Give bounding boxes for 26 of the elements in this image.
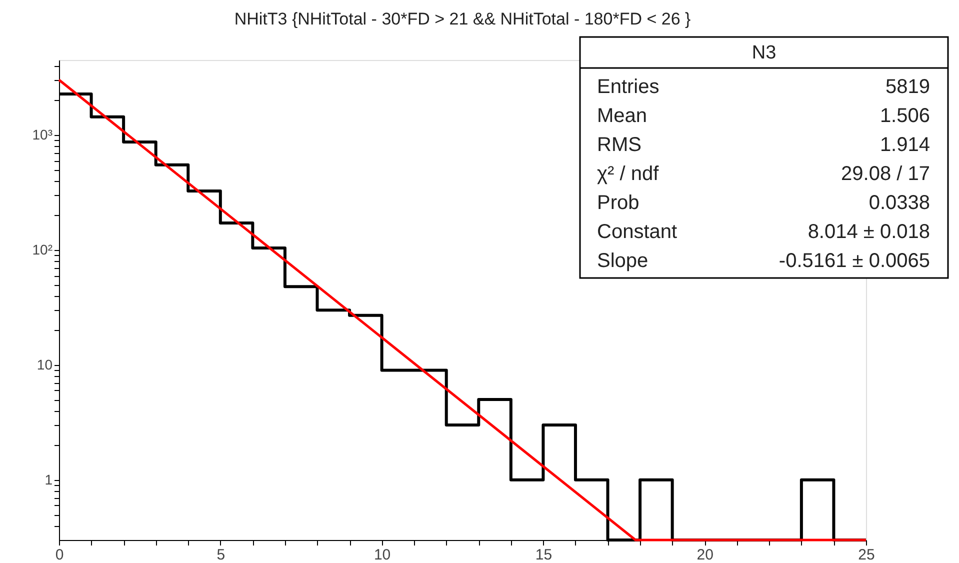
annotation: Entries — [597, 76, 660, 98]
text: 1.506 — [880, 105, 930, 127]
x-tick-label: 10 — [374, 546, 391, 563]
y-tick-label: 10 — [36, 356, 53, 372]
annotation: χ² / ndf — [597, 163, 660, 185]
annotation: Mean — [597, 105, 648, 127]
text: 0.0338 — [868, 192, 930, 214]
annotation: 8.014 ± 0.018 — [808, 221, 930, 243]
y-tick-label: 10³ — [32, 126, 53, 143]
x-tick-label: 25 — [858, 546, 875, 563]
chart-title: NHitT3 {NHitTotal - 30*FD > 21 && NHitTotal - 180*FD < 26 } — [234, 9, 691, 28]
x-tick-label: 5 — [216, 546, 226, 563]
x-tick-label: 0 — [55, 546, 64, 563]
text: 1.914 — [880, 134, 930, 156]
annotation: N3 — [752, 42, 776, 64]
annotation: -0.5161 ± 0.0065 — [778, 250, 930, 272]
annotation: Prob — [597, 192, 640, 214]
annotation: RMS — [597, 134, 642, 156]
annotation: Slope — [597, 250, 648, 272]
x-tick-label: 20 — [696, 546, 714, 563]
y-tick-label: 1 — [44, 471, 53, 488]
annotation: 29.08 / 17 — [841, 163, 930, 185]
y-tick-label: 10² — [32, 242, 53, 258]
x-tick-label: 15 — [535, 546, 552, 563]
text: 5819 — [886, 76, 930, 98]
annotation: Constant — [597, 221, 678, 243]
